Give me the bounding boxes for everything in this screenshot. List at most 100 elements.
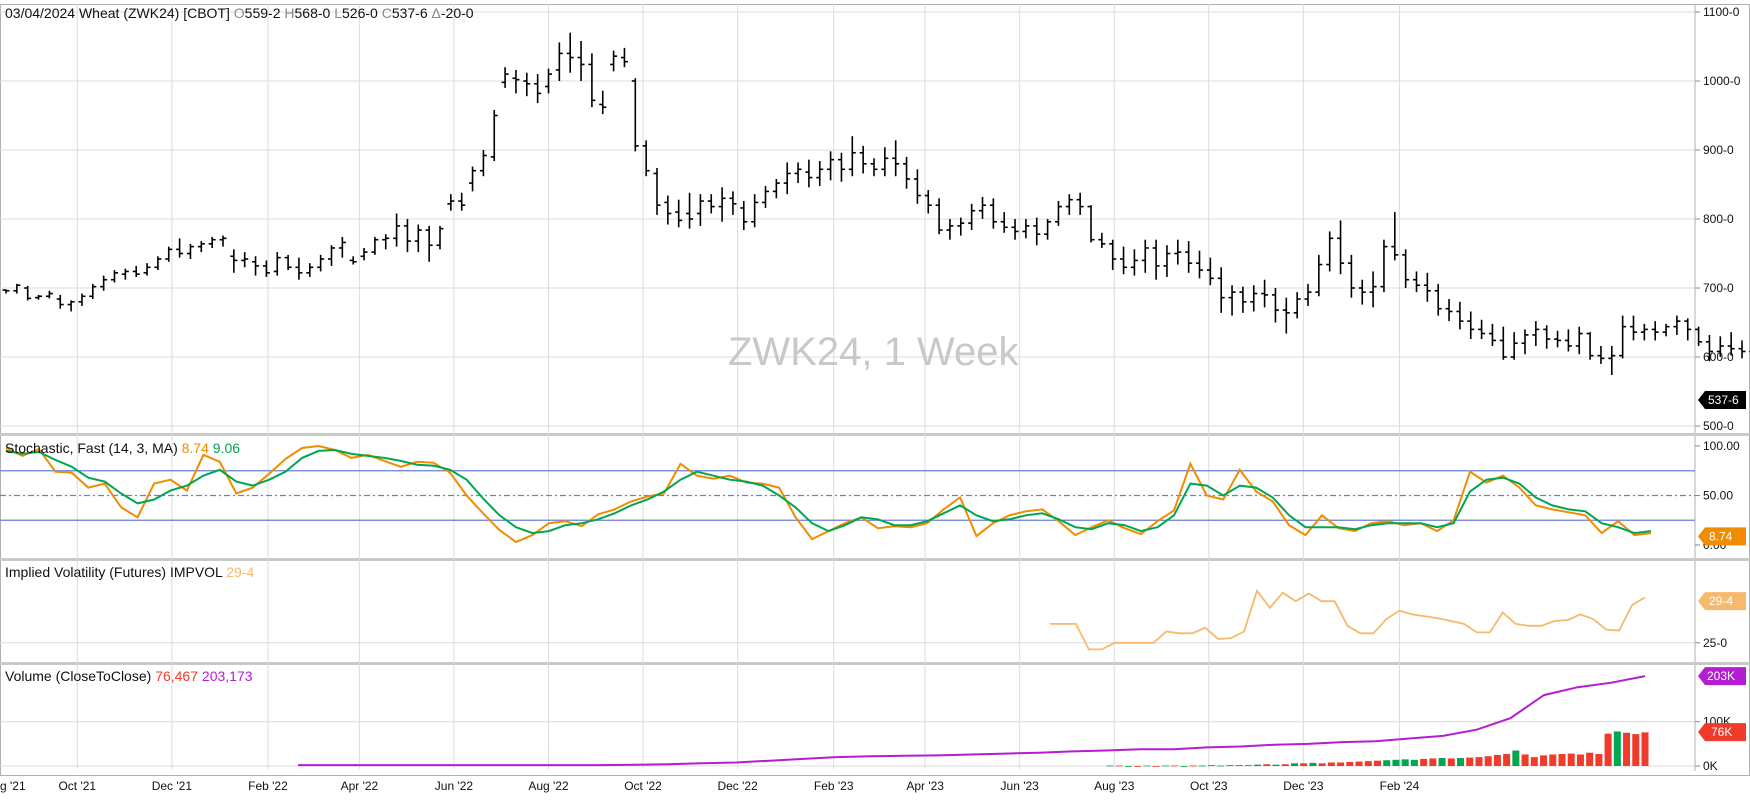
volume-bar[interactable] — [1613, 731, 1621, 766]
panel-separator[interactable] — [0, 433, 1750, 436]
x-tick-label: Oct '22 — [624, 779, 662, 793]
volume-bar[interactable] — [1457, 758, 1465, 766]
volume-title: Volume (CloseToClose) 76,467 203,173 — [5, 668, 253, 684]
volume-bar[interactable] — [1438, 758, 1446, 766]
volume-bar[interactable] — [1106, 765, 1114, 767]
volume-bar[interactable] — [1180, 766, 1188, 767]
volume-bar[interactable] — [1198, 765, 1206, 767]
volume-value: 76,467 — [155, 668, 199, 684]
volume-bar[interactable] — [1263, 764, 1271, 766]
volume-bar[interactable] — [1484, 756, 1492, 766]
volume-ma-line[interactable] — [298, 675, 1646, 767]
volume-bar[interactable] — [1143, 765, 1151, 767]
volume-bar[interactable] — [1549, 754, 1557, 766]
volume-bar[interactable] — [1207, 765, 1215, 766]
stoch-last-label: 8.74 — [1709, 529, 1733, 543]
x-tick-label: Oct '21 — [58, 779, 96, 793]
x-tick-label: Dec '23 — [1283, 779, 1324, 793]
volume-bar[interactable] — [1576, 754, 1584, 766]
volume-bar[interactable] — [1558, 754, 1566, 766]
volume-bar[interactable] — [1318, 763, 1326, 766]
open-label: O — [233, 5, 245, 21]
volume-bar[interactable] — [1521, 754, 1529, 766]
volume-bar[interactable] — [1374, 760, 1381, 766]
panel-separator[interactable] — [0, 558, 1750, 561]
volume-bar[interactable] — [1503, 754, 1511, 766]
impvol-title: Implied Volatility (Futures) IMPVOL 29-4 — [5, 564, 254, 580]
x-tick-label: Jun '22 — [435, 779, 474, 793]
volume-bar[interactable] — [1595, 754, 1603, 766]
low-label: L — [334, 5, 342, 21]
volume-bar[interactable] — [1604, 733, 1612, 766]
price-tick-label: 1000-0 — [1703, 74, 1741, 88]
price-tick-label: 1100-0 — [1703, 5, 1740, 19]
volume-name: Volume (CloseToClose) — [5, 668, 152, 684]
volume-bar[interactable] — [1429, 758, 1437, 766]
volume-bar[interactable] — [1392, 759, 1400, 766]
volume-bar[interactable] — [1189, 765, 1197, 767]
x-tick-label: Feb '23 — [814, 779, 854, 793]
volume-bar[interactable] — [1272, 764, 1280, 766]
volume-bar[interactable] — [1466, 757, 1474, 766]
header-instrument: Wheat (ZWK24) [CBOT] — [78, 5, 230, 21]
volume-ma-flag — [1698, 667, 1746, 686]
volume-bar[interactable] — [1171, 765, 1179, 767]
volume-bar[interactable] — [1364, 761, 1372, 766]
volume-bar[interactable] — [1226, 765, 1234, 766]
volume-bar[interactable] — [1475, 757, 1483, 766]
impvol-line[interactable] — [1050, 588, 1646, 651]
volume-bar[interactable] — [1327, 762, 1335, 766]
volume-bar[interactable] — [1235, 765, 1243, 766]
volume-bar[interactable] — [1355, 761, 1363, 766]
price-tick-label: 900-0 — [1703, 143, 1734, 157]
panel-separator[interactable] — [0, 662, 1750, 665]
volume-last-label: 76K — [1711, 725, 1732, 739]
volume-bar[interactable] — [1254, 764, 1262, 766]
chart-frame — [0, 4, 1750, 776]
change-label: Δ — [431, 5, 441, 21]
stoch-k-line[interactable] — [5, 444, 1652, 544]
impvol-value: 29-4 — [226, 564, 255, 580]
volume-bar[interactable] — [1512, 750, 1520, 767]
volume-bar[interactable] — [1152, 766, 1160, 767]
volume-bar[interactable] — [1540, 755, 1548, 766]
volume-bar[interactable] — [1623, 732, 1631, 766]
stoch-d-line[interactable] — [5, 448, 1652, 535]
last-price-flag — [1698, 390, 1746, 409]
volume-bar[interactable] — [1420, 758, 1428, 766]
x-tick-label: Aug '22 — [528, 779, 569, 793]
stochastic-title: Stochastic, Fast (14, 3, MA) 8.74 9.06 — [5, 440, 240, 456]
volume-bar[interactable] — [1337, 762, 1345, 766]
volume-bar[interactable] — [1530, 757, 1538, 766]
x-tick-label: Feb '22 — [248, 779, 288, 793]
volume-bar[interactable] — [1309, 762, 1317, 766]
volume-bar[interactable] — [1632, 734, 1640, 766]
volume-bar[interactable] — [1290, 763, 1298, 766]
volume-bar[interactable] — [1244, 765, 1252, 766]
volume-bar[interactable] — [1410, 759, 1418, 766]
volume-bar[interactable] — [1115, 765, 1123, 767]
last-price-label: 537-6 — [1708, 393, 1739, 407]
volume-bar[interactable] — [1300, 763, 1308, 766]
volume-bar[interactable] — [1161, 765, 1169, 767]
volume-bar[interactable] — [1401, 759, 1409, 766]
x-tick-label: Dec '21 — [152, 779, 193, 793]
volume-bar[interactable] — [1641, 732, 1649, 766]
volume-bar[interactable] — [1447, 758, 1455, 766]
volume-bar[interactable] — [1586, 752, 1594, 766]
volume-bar[interactable] — [1124, 766, 1132, 767]
volume-bar[interactable] — [1346, 762, 1354, 766]
volume-bar[interactable] — [1217, 765, 1225, 767]
volume-bar[interactable] — [1134, 766, 1142, 767]
x-tick-label: Aug '23 — [1094, 779, 1135, 793]
volume-bar[interactable] — [1493, 754, 1501, 766]
volume-bar[interactable] — [1567, 753, 1575, 766]
volume-bar[interactable] — [1281, 764, 1289, 766]
header-low: 526-0 — [342, 5, 378, 21]
volume-bar[interactable] — [1383, 760, 1391, 766]
price-tick-label: 800-0 — [1703, 212, 1734, 226]
header-change: -20-0 — [440, 5, 474, 21]
impvol-name: Implied Volatility (Futures) IMPVOL — [5, 564, 223, 580]
